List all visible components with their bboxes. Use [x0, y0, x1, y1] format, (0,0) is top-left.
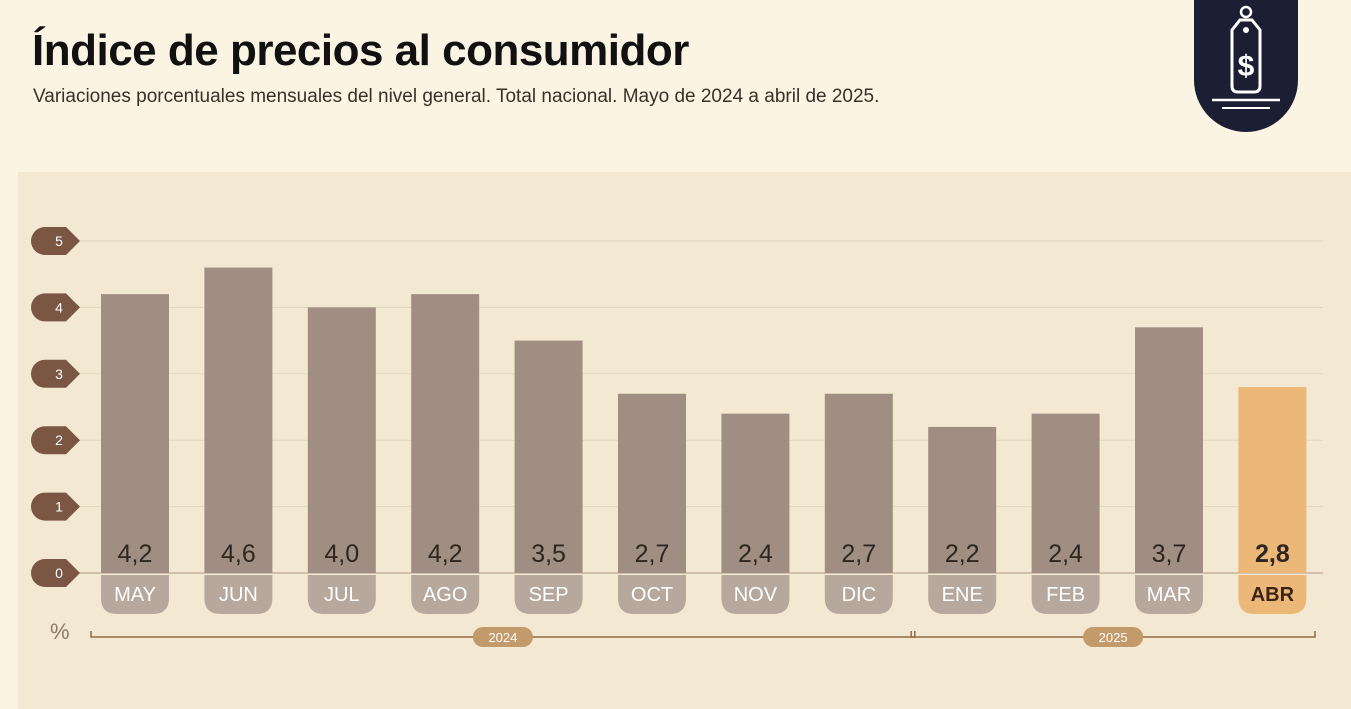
bar: [721, 413, 790, 573]
category-pill: [514, 575, 583, 614]
svg-text:$: $: [1238, 50, 1255, 83]
y-tick-label: 0: [55, 565, 63, 581]
data-label: 2,4: [738, 540, 773, 568]
x-tick-label: JUN: [219, 584, 258, 606]
x-tick-label: SEP: [529, 584, 569, 606]
y-tick-label: 1: [55, 499, 63, 515]
year-pill: [1083, 627, 1144, 647]
data-label: 2,7: [841, 540, 876, 568]
data-label: 2,8: [1255, 540, 1290, 568]
bar: [1031, 413, 1100, 573]
y-tick-marker: [31, 492, 80, 521]
chart-subtitle: Variaciones porcentuales mensuales del n…: [33, 86, 880, 107]
y-tick-marker: [31, 359, 80, 388]
y-tick-label: 5: [55, 233, 63, 249]
category-pill: [411, 575, 480, 614]
data-label: 2,4: [1048, 540, 1083, 568]
x-tick-label: ENE: [942, 584, 983, 606]
bar: [1135, 327, 1203, 573]
category-pill: [824, 575, 893, 614]
x-tick-label: DIC: [842, 584, 876, 606]
year-label: 2024: [488, 630, 517, 645]
y-tick-marker: [31, 293, 80, 322]
bar: [411, 294, 480, 573]
chart-panel: 0 1 2 3 4 5 4,2 MAY 4,6 JUN 4,0 JUL 4,2 AGO 3,5 SEP 2,7 O…: [18, 172, 1351, 709]
bar-chart: 0 1 2 3 4 5 4,2 MAY 4,6 JUN 4,0 JUL 4,2 AGO 3,5 SEP 2,7 O…: [30, 227, 1323, 647]
data-label: 4,2: [118, 540, 153, 568]
bar: [514, 340, 583, 573]
y-tick-label: 4: [55, 299, 63, 315]
data-label: 3,7: [1152, 540, 1187, 568]
x-tick-label: ABR: [1251, 584, 1295, 606]
y-tick-marker: [31, 227, 80, 255]
y-tick-marker: [30, 426, 80, 455]
y-tick-marker: [31, 559, 80, 587]
category-pill: [1031, 575, 1100, 614]
bar: [824, 393, 893, 573]
y-tick-label: 2: [55, 432, 63, 448]
chart-title: Índice de precios al consumidor: [32, 26, 689, 75]
x-tick-label: MAY: [114, 584, 156, 606]
bar: [307, 307, 376, 573]
bar: [928, 426, 997, 573]
x-tick-label: FEB: [1046, 584, 1085, 606]
data-label: 2,2: [945, 540, 980, 568]
category-pill: [1135, 575, 1203, 614]
category-pill: [928, 575, 997, 614]
x-tick-label: JUL: [324, 584, 360, 606]
data-label: 2,7: [635, 540, 670, 568]
category-pill: [618, 575, 686, 614]
y-axis-unit: %: [50, 619, 70, 644]
bar: [1238, 387, 1307, 573]
logo-badge: $: [1194, 0, 1298, 132]
year-label: 2025: [1099, 630, 1128, 645]
bar: [204, 267, 273, 573]
x-tick-label: NOV: [734, 584, 778, 606]
category-pill: [204, 575, 273, 614]
category-pill: [1238, 575, 1307, 614]
data-label: 4,0: [324, 540, 359, 568]
x-tick-label: MAR: [1147, 584, 1191, 606]
y-tick-label: 3: [55, 366, 63, 382]
x-tick-label: OCT: [631, 584, 673, 606]
x-tick-label: AGO: [423, 584, 467, 606]
category-pill: [307, 575, 376, 614]
data-label: 4,6: [221, 540, 256, 568]
price-tag-dollar-icon: $: [1212, 5, 1280, 109]
year-pill: [472, 627, 533, 647]
data-label: 4,2: [428, 540, 463, 568]
bar: [101, 294, 169, 573]
data-label: 3,5: [531, 540, 566, 568]
category-pill: [101, 575, 169, 614]
category-pill: [721, 575, 790, 614]
bar: [618, 393, 686, 573]
